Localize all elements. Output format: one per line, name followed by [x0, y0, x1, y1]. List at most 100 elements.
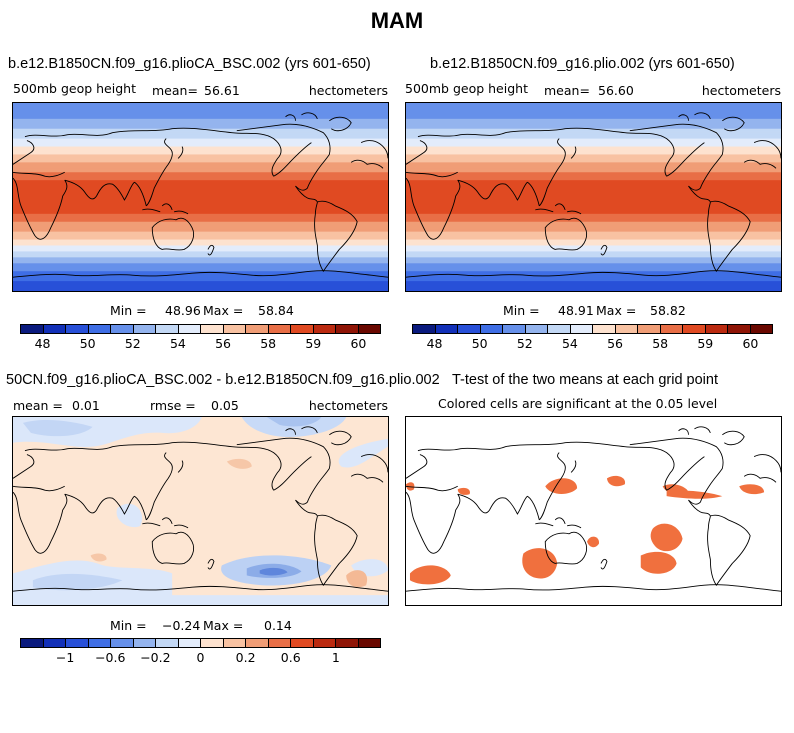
latitude-band	[13, 192, 388, 195]
colorbar-swatch	[615, 325, 638, 333]
coastline-segment	[707, 200, 751, 273]
latitude-band	[406, 235, 781, 239]
latitude-band	[13, 128, 388, 132]
coastline-segment	[678, 112, 745, 132]
coastline-segment	[13, 584, 388, 592]
coastline-segment	[207, 558, 215, 570]
latitude-band	[406, 162, 781, 165]
latitude-band	[406, 203, 781, 207]
panel3-map-svg	[13, 417, 388, 605]
latitude-band	[406, 285, 781, 288]
latitude-band	[13, 146, 388, 150]
coastline-segment	[527, 138, 566, 207]
latitude-band	[406, 209, 781, 213]
latitude-band	[406, 174, 781, 177]
latitude-band	[13, 194, 388, 197]
coastline-segment	[527, 452, 566, 521]
latitude-band	[13, 285, 388, 288]
coastline-segment	[406, 177, 461, 240]
colorbar-swatch	[268, 639, 291, 647]
colorbar-swatch	[133, 325, 156, 333]
latitude-band	[406, 241, 781, 245]
latitude-band	[406, 287, 781, 290]
coastline-segment	[600, 558, 608, 570]
latitude-band	[406, 225, 781, 229]
panel4-map-svg	[406, 417, 781, 605]
panel2-map	[405, 102, 782, 292]
colorbar-tick-label: 48	[34, 336, 51, 351]
latitude-band	[13, 186, 388, 189]
panel1-mean-label: mean=	[152, 83, 198, 98]
coastline-segment	[151, 217, 195, 251]
coastline-segment	[64, 179, 135, 201]
latitude-band	[13, 235, 388, 239]
latitude-band	[13, 201, 388, 205]
panel2-units: hectometers	[701, 83, 781, 98]
latitude-band	[13, 118, 388, 122]
latitude-band	[13, 267, 388, 270]
coastline-segment	[350, 140, 388, 169]
colorbar-tick-label: 60	[742, 336, 759, 351]
panel4-subtitle: Colored cells are significant at the 0.0…	[438, 396, 718, 411]
coastline-segment	[177, 460, 184, 473]
coastline-segment	[236, 123, 331, 191]
colorbar-swatch	[728, 325, 751, 333]
panel1-max-value: 58.84	[258, 303, 294, 318]
latitude-band	[406, 227, 781, 231]
latitude-band	[406, 259, 781, 262]
coastline-segment	[285, 112, 352, 132]
latitude-band	[406, 140, 781, 144]
latitude-band	[13, 231, 388, 235]
colorbar-tick-label: −1	[55, 650, 75, 665]
coastline-segment	[544, 217, 588, 251]
panel3-colorbar	[20, 638, 381, 648]
latitude-band	[406, 184, 781, 187]
latitude-band	[13, 277, 388, 280]
latitude-band	[13, 168, 388, 171]
latitude-band	[406, 192, 781, 195]
latitude-band	[13, 196, 388, 199]
latitude-band	[13, 251, 388, 254]
latitude-band	[406, 215, 781, 219]
latitude-band	[13, 283, 388, 286]
coastline	[13, 112, 388, 278]
panel1-max-label: Max =	[203, 303, 244, 318]
latitude-band	[13, 261, 388, 264]
latitude-band	[13, 134, 388, 138]
latitude-band	[406, 275, 781, 278]
latitude-band	[13, 172, 388, 175]
latitude-band	[406, 213, 781, 217]
colorbar-swatch	[291, 325, 314, 333]
latitude-band	[406, 182, 781, 185]
latitude-band	[406, 199, 781, 203]
latitude-band	[13, 247, 388, 251]
latitude-band	[13, 253, 388, 256]
colorbar-tick-label: 50	[79, 336, 96, 351]
coastline	[406, 426, 781, 592]
colorbar-tick-label: 56	[607, 336, 624, 351]
coastline	[13, 426, 388, 592]
latitude-band	[406, 201, 781, 205]
latitude-band	[406, 108, 781, 112]
sig-region	[606, 475, 626, 487]
latitude-band	[406, 245, 781, 249]
latitude-band	[406, 112, 781, 116]
coastline-segment	[629, 123, 724, 191]
sig-region	[640, 551, 677, 574]
latitude-band	[406, 172, 781, 175]
colorbar-tick-label: 0.2	[235, 650, 256, 665]
coastline-segment	[688, 185, 711, 203]
colorbar-swatch	[111, 639, 134, 647]
colorbar-swatch	[548, 325, 571, 333]
coastline-segment	[570, 460, 577, 473]
colorbar-swatch	[43, 325, 66, 333]
latitude-band	[406, 130, 781, 134]
panel4-map	[405, 416, 782, 606]
colorbar-swatch	[705, 325, 728, 333]
colorbar-swatch	[88, 325, 111, 333]
panel2-title: b.e12.B1850CN.f09_g16.plio.002 (yrs 601-…	[430, 56, 735, 72]
coastline-segment	[207, 244, 215, 256]
colorbar-swatch	[66, 639, 89, 647]
latitude-band	[406, 128, 781, 132]
colorbar-swatch	[435, 325, 458, 333]
